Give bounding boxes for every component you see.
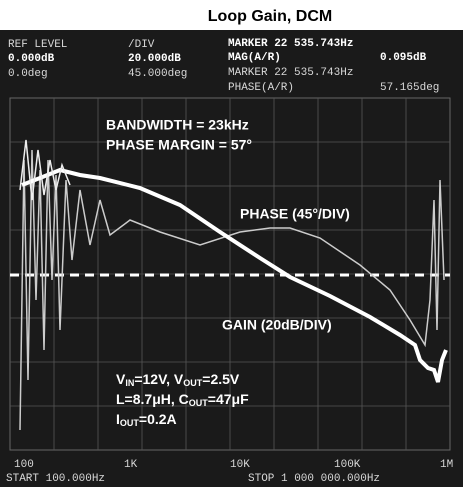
header-label: /DIV [128, 39, 155, 51]
gain-trace [21, 167, 448, 383]
cond-text: =12V, V [134, 371, 184, 387]
cond-text: L=8.7μH, C [116, 391, 189, 407]
x-label: 10K [230, 459, 250, 471]
screen [0, 30, 463, 487]
header-value: 45.000deg [128, 68, 187, 80]
header-label: REF LEVEL [8, 39, 67, 51]
header-value: 57.165deg [380, 82, 439, 94]
bandwidth: BANDWIDTH = 23kHz [106, 117, 249, 133]
cond-text: =2.5V [202, 371, 240, 387]
cond-sub: IN [125, 378, 134, 388]
cond-text: =0.2A [139, 411, 177, 427]
cond-text: =47μF [208, 391, 249, 407]
conditions-line: L=8.7μH, COUT=47μF [116, 391, 249, 409]
header-label: MARKER 22 535.743Hz [228, 67, 353, 79]
title: Loop Gain, DCM [208, 8, 332, 25]
phase-margin: PHASE MARGIN = 57° [106, 137, 252, 153]
footer-start: START 100.000Hz [6, 473, 105, 485]
header-label: MARKER 22 535.743Hz [228, 38, 353, 50]
footer-stop: STOP 1 000 000.000Hz [248, 473, 380, 485]
header-value: 0.000dB [8, 53, 55, 65]
gain-scale: GAIN (20dB/DIV) [222, 317, 332, 333]
x-label: 1M [440, 459, 453, 471]
header: REF LEVEL /DIV MARKER 22 535.743Hz 0.000… [8, 38, 439, 94]
x-label: 100K [334, 459, 361, 471]
header-value: 20.000dB [128, 53, 181, 65]
x-label: 100 [14, 459, 34, 471]
cond-text: I [116, 411, 120, 427]
header-value: 0.0deg [8, 68, 48, 80]
annotations: BANDWIDTH = 23kHz PHASE MARGIN = 57° PHA… [106, 117, 350, 429]
conditions-line: IOUT=0.2A [116, 411, 177, 429]
header-label: MAG(A/R) [228, 52, 281, 64]
cond-sub: OUT [183, 378, 203, 388]
cond-sub: OUT [120, 418, 140, 428]
conditions-line: VIN=12V, VOUT=2.5V [116, 371, 240, 389]
gain-noise [19, 139, 71, 201]
cond-sub: OUT [189, 398, 209, 408]
x-labels: 100 1K 10K 100K 1M START 100.000Hz STOP … [6, 459, 453, 485]
x-label: 1K [124, 459, 138, 471]
phase-scale: PHASE (45°/DIV) [240, 206, 350, 222]
header-label: PHASE(A/R) [228, 82, 294, 94]
header-value: 0.095dB [380, 52, 427, 64]
phase-trace [19, 149, 445, 431]
cond-text: V [116, 371, 126, 387]
